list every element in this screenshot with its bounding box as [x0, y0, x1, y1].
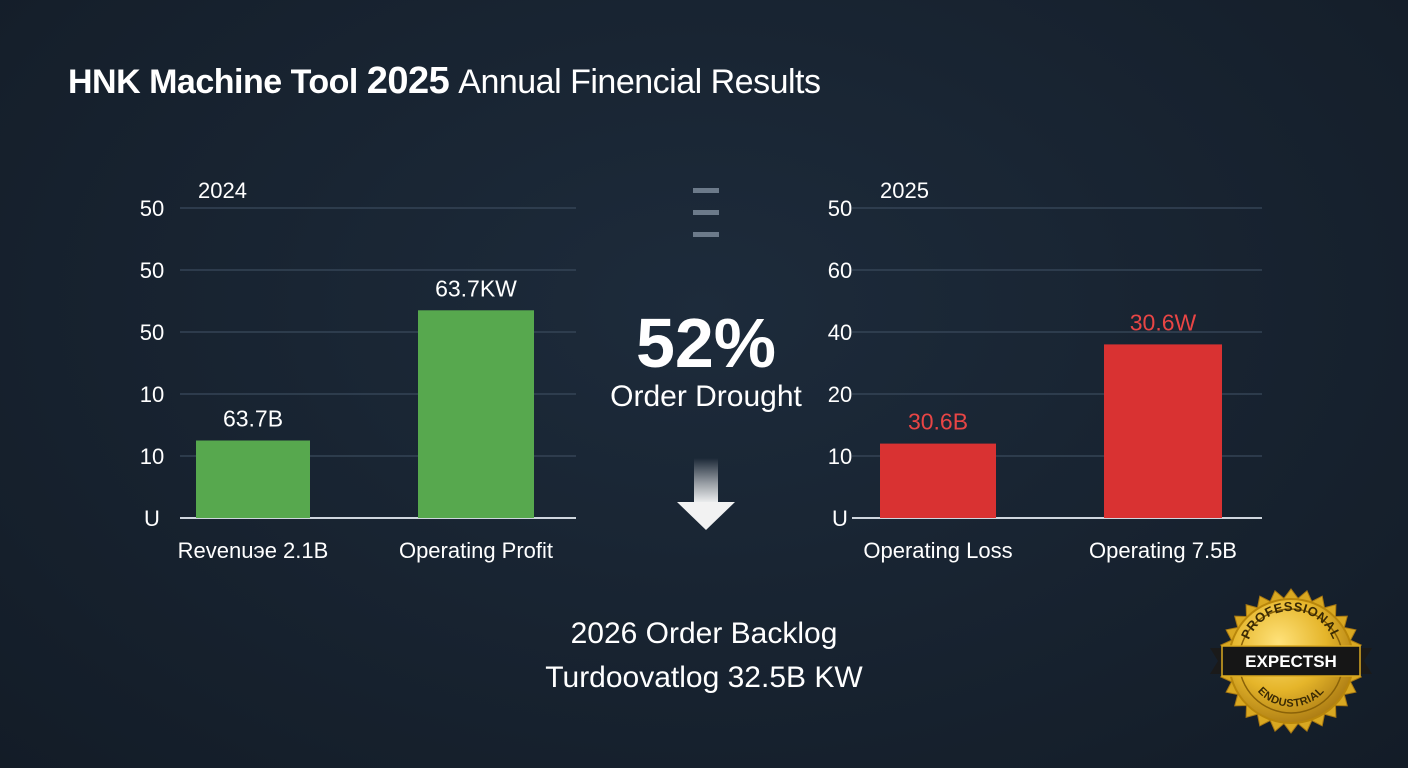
bar-data-label: 63.7KW [435, 275, 517, 301]
x-category-label: Operating Loss [863, 538, 1012, 563]
x-category-label: Revenuэe 2.1B [178, 538, 329, 563]
drought-label: Order Drought [610, 380, 802, 413]
y-tick-label: 50 [828, 196, 852, 221]
y-tick-label: U [144, 506, 160, 531]
x-category-label: Operating Profit [399, 538, 553, 563]
title-prefix: HNK Machine Tool [68, 63, 358, 101]
title-year: 2025 [366, 60, 450, 102]
bar [418, 310, 534, 518]
chart-title: 2025 [880, 178, 929, 203]
order-backlog: 2026 Order Backlog Turdoovatlog 32.5B KW [454, 612, 954, 700]
y-tick-label: 40 [828, 320, 852, 345]
y-tick-label: 60 [828, 258, 852, 283]
equals-glyph-icon [693, 188, 719, 237]
bar-data-label: 63.7B [223, 406, 283, 432]
bar-data-label: 30.6W [1130, 309, 1197, 335]
down-arrow-icon [677, 458, 735, 530]
bar-data-label: 30.6B [908, 409, 968, 435]
bar [880, 443, 996, 518]
bar [1104, 344, 1222, 518]
y-tick-label: U [832, 506, 848, 531]
title-suffix: Annual Finencial Results [458, 63, 821, 101]
bar [196, 440, 310, 518]
seal-band-text: EXPECTSH [1245, 652, 1337, 671]
page-title: HNK Machine Tool 2025 Annual Finencial R… [68, 60, 821, 103]
y-tick-label: 10 [140, 382, 164, 407]
y-tick-label: 10 [828, 444, 852, 469]
professional-seal: PROFESSIONAL ENDUSTRIAL EXPECTSH [1210, 588, 1372, 734]
y-tick-label: 50 [140, 258, 164, 283]
y-tick-label: 10 [140, 444, 164, 469]
backlog-line-1: 2026 Order Backlog [570, 617, 838, 650]
chart-title: 2024 [198, 178, 247, 203]
y-tick-label: 50 [140, 196, 164, 221]
y-tick-label: 20 [828, 382, 852, 407]
backlog-line-2: Turdoovatlog 32.5B KW [545, 661, 863, 694]
drought-percent: 52% [635, 304, 777, 382]
order-drought-callout: 52% Order Drought [596, 308, 816, 414]
x-category-label: Operating 7.5B [1089, 538, 1237, 563]
y-tick-label: 50 [140, 320, 164, 345]
